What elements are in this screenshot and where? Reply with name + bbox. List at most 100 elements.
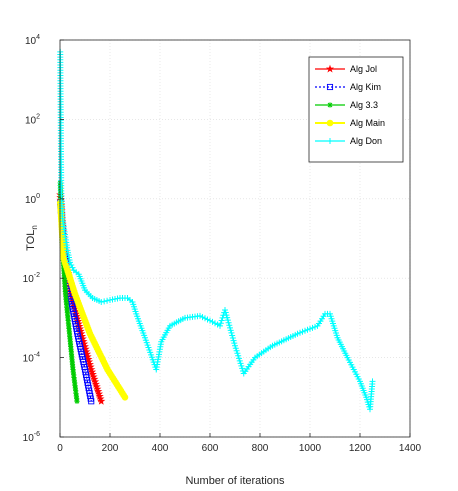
legend-entry: Alg Don: [315, 136, 382, 146]
data-point: [369, 378, 376, 385]
data-point: [227, 324, 233, 331]
y-axis-title-main: TOL: [25, 230, 37, 251]
data-point: [104, 297, 111, 304]
legend-marker: [326, 83, 334, 91]
data-point: [64, 307, 70, 313]
data-point: [62, 291, 69, 297]
legend-entry: Alg Main: [315, 118, 385, 128]
data-point: [121, 393, 129, 401]
legend-box: [308, 56, 404, 163]
y-tick-base: 10: [23, 354, 35, 365]
y-tick-base: 10: [23, 433, 35, 444]
data-point: [232, 345, 239, 352]
data-point: [222, 309, 229, 316]
y-tick-exponent: -2: [34, 272, 40, 279]
data-point: [235, 352, 242, 359]
y-tick-base: 10: [25, 36, 37, 47]
data-point: [65, 312, 71, 318]
y-tick-base: 10: [25, 115, 37, 126]
data-point: [239, 365, 246, 372]
data-point: [69, 264, 76, 271]
data-point: [224, 314, 231, 321]
legend: Alg Jol Alg Kim Alg 3.3 Alg Main Alg Don: [308, 56, 404, 163]
y-tick-exponent: 4: [36, 34, 40, 41]
data-point: [67, 259, 73, 266]
y-axis-title: TOLn: [25, 225, 39, 251]
data-point: [98, 299, 105, 306]
legend-entry: Alg 3.3: [315, 100, 378, 110]
data-point: [235, 355, 242, 362]
data-point: [228, 329, 235, 336]
data-point: [225, 319, 232, 326]
data-point: [70, 366, 76, 373]
data-point: [97, 397, 106, 405]
data-point: [227, 327, 234, 334]
data-point: [63, 294, 69, 300]
data-point: [74, 396, 80, 402]
data-point: [226, 322, 233, 329]
data-point: [74, 398, 80, 404]
x-tick-label: 200: [102, 443, 119, 454]
data-point: [222, 306, 228, 313]
y-tick-base: 10: [23, 274, 35, 285]
data-point: [72, 382, 78, 388]
data-point: [238, 362, 245, 369]
series-layer: [56, 48, 376, 413]
data-point: [64, 304, 70, 310]
data-point: [218, 317, 225, 324]
legend-marker: [326, 119, 334, 127]
x-tick-label: 600: [202, 443, 219, 454]
y-tick-exponent: -6: [34, 431, 40, 438]
y-tick-exponent: 0: [36, 193, 40, 200]
legend-label: Alg 3.3: [350, 100, 378, 110]
data-point: [230, 337, 237, 344]
data-point: [233, 347, 240, 354]
data-point: [63, 299, 69, 305]
data-point: [217, 320, 224, 327]
x-tick-label: 1200: [349, 443, 372, 454]
data-point: [63, 302, 70, 308]
y-axis-title-subscript: n: [30, 225, 39, 229]
data-point: [224, 317, 231, 324]
x-tick-label: 0: [57, 443, 63, 454]
data-point: [232, 342, 238, 349]
legend-label: Alg Main: [350, 118, 385, 128]
data-point: [65, 320, 72, 326]
y-tick-label: 10-2: [23, 272, 40, 285]
data-point: [66, 328, 72, 334]
data-point: [73, 388, 79, 394]
y-tick-label: 102: [25, 113, 40, 126]
data-point: [234, 350, 241, 357]
legend-label: Alg Jol: [350, 64, 377, 74]
data-point: [237, 360, 244, 367]
legend-entry: Alg Kim: [315, 82, 381, 92]
data-point: [236, 357, 243, 364]
data-point: [71, 374, 77, 381]
x-tick-label: 400: [152, 443, 169, 454]
data-point: [229, 335, 236, 342]
data-point: [72, 380, 78, 386]
legend-marker: [325, 64, 335, 73]
data-point: [71, 372, 77, 378]
data-point: [88, 398, 95, 405]
data-point: [63, 296, 69, 302]
data-point: [73, 390, 79, 396]
y-tick-label: 100: [25, 193, 40, 206]
x-tick-label: 1400: [399, 443, 422, 454]
data-point: [217, 322, 223, 329]
data-point: [73, 393, 79, 399]
data-point: [70, 369, 76, 375]
y-tick-exponent: 2: [36, 113, 40, 120]
data-point: [229, 332, 236, 339]
data-point: [71, 377, 77, 383]
x-tick-label: 800: [252, 443, 269, 454]
y-tick-exponent: -4: [34, 352, 40, 359]
series-alg-don: [57, 48, 376, 413]
legend-marker: [327, 102, 333, 108]
y-tick-label: 10-6: [23, 431, 40, 444]
data-point: [65, 317, 71, 324]
data-point: [65, 315, 71, 321]
legend-label: Alg Don: [350, 136, 382, 146]
legend-label: Alg Kim: [350, 82, 381, 92]
